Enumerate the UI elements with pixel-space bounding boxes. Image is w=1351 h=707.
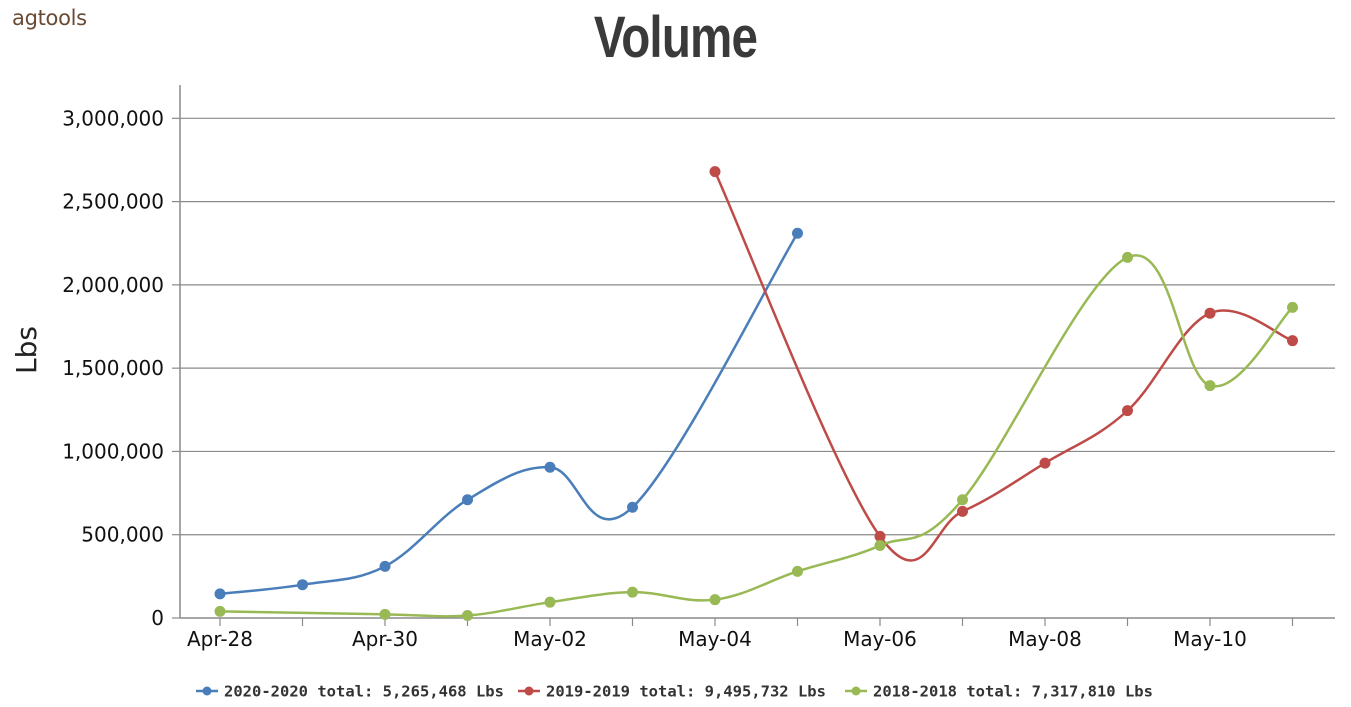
data-point[interactable] xyxy=(214,588,226,600)
x-tick-labels: Apr-28 Apr-30 May-02 May-04 May-06 May-08 May-… xyxy=(187,627,1247,651)
x-tick-label: May-10 xyxy=(1173,627,1247,651)
series-1 xyxy=(709,166,1298,562)
x-tick-label: May-06 xyxy=(843,627,917,651)
y-axis-label: Lbs xyxy=(10,326,43,374)
legend[interactable]: 2020-2020 total: 5,265,468 Lbs 2019-2019 … xyxy=(196,683,1153,701)
chart-title: Volume xyxy=(593,5,758,70)
data-point[interactable] xyxy=(709,166,721,178)
data-point[interactable] xyxy=(1122,251,1133,263)
series-line xyxy=(713,171,1293,562)
y-tick-label: 500,000 xyxy=(81,523,164,547)
x-tick-label: May-04 xyxy=(678,627,752,651)
y-tick-label: 1,000,000 xyxy=(62,439,164,463)
y-tick-label: 3,000,000 xyxy=(62,106,164,130)
data-point[interactable] xyxy=(957,505,968,517)
data-point[interactable] xyxy=(1122,405,1133,417)
y-tick-label: 2,000,000 xyxy=(62,273,164,297)
data-point[interactable] xyxy=(709,594,721,606)
legend-swatch-dot xyxy=(851,686,861,696)
data-point[interactable] xyxy=(957,494,968,506)
data-point[interactable] xyxy=(1287,301,1298,313)
data-point[interactable] xyxy=(462,610,473,622)
brand-text: agtools xyxy=(12,6,87,30)
y-tick-label: 2,500,000 xyxy=(62,190,164,214)
series-lines xyxy=(214,166,1298,622)
x-tick-label: May-02 xyxy=(513,627,587,651)
series-0 xyxy=(214,227,803,600)
series-line xyxy=(219,232,799,596)
data-point[interactable] xyxy=(792,227,803,239)
data-point[interactable] xyxy=(379,560,391,572)
legend-swatch-dot xyxy=(524,686,534,696)
data-point[interactable] xyxy=(1204,307,1216,319)
data-point[interactable] xyxy=(1204,380,1216,392)
legend-label: 2019-2019 total: 9,495,732 Lbs xyxy=(546,683,826,701)
data-point[interactable] xyxy=(214,605,226,617)
data-point[interactable] xyxy=(792,565,803,577)
legend-label: 2018-2018 total: 7,317,810 Lbs xyxy=(873,683,1153,701)
data-point[interactable] xyxy=(379,608,391,620)
y-tick-label: 0 xyxy=(151,606,164,630)
brand-logo: agtools xyxy=(12,6,87,30)
data-point[interactable] xyxy=(627,501,638,513)
gridlines xyxy=(180,117,1335,536)
data-point[interactable] xyxy=(462,494,473,506)
legend-label: 2020-2020 total: 5,265,468 Lbs xyxy=(224,683,504,701)
legend-item-1[interactable]: 2019-2019 total: 9,495,732 Lbs xyxy=(518,683,826,701)
axes xyxy=(172,85,1335,626)
legend-swatch-dot xyxy=(202,686,212,696)
data-point[interactable] xyxy=(297,579,308,591)
y-tick-labels: 0 500,000 1,000,000 1,500,000 2,000,000 2,500… xyxy=(62,106,164,630)
data-point[interactable] xyxy=(874,540,886,552)
y-tick-label: 1,500,000 xyxy=(62,356,164,380)
data-point[interactable] xyxy=(1287,335,1298,347)
x-tick-label: Apr-30 xyxy=(352,627,418,651)
x-tick-label: Apr-28 xyxy=(187,627,253,651)
legend-item-2[interactable]: 2018-2018 total: 7,317,810 Lbs xyxy=(845,683,1153,701)
legend-item-0[interactable]: 2020-2020 total: 5,265,468 Lbs xyxy=(196,683,504,701)
data-point[interactable] xyxy=(544,596,556,608)
series-2 xyxy=(214,251,1298,622)
x-tick-label: May-08 xyxy=(1008,627,1082,651)
data-point[interactable] xyxy=(1039,457,1051,469)
data-point[interactable] xyxy=(627,586,638,598)
data-point[interactable] xyxy=(544,461,556,473)
data-point[interactable] xyxy=(874,530,886,542)
